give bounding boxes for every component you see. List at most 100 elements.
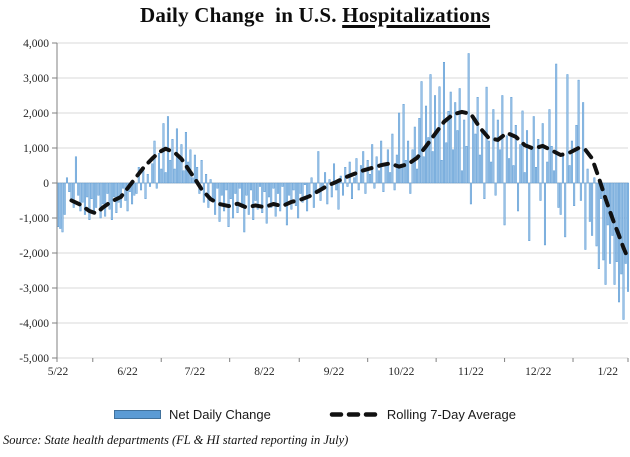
net-daily-change-bar bbox=[602, 182, 605, 261]
net-daily-change-bar bbox=[499, 149, 502, 184]
net-daily-change-bar bbox=[283, 182, 286, 205]
y-tick-label: -2,000 bbox=[19, 248, 49, 260]
net-daily-change-bar bbox=[449, 91, 452, 184]
net-daily-change-bar bbox=[265, 182, 268, 224]
net-daily-change-bar bbox=[398, 112, 401, 184]
net-daily-change-bar bbox=[122, 182, 125, 189]
net-daily-change-bar bbox=[456, 130, 459, 184]
net-daily-change-bar bbox=[402, 104, 405, 184]
net-daily-change-bar bbox=[126, 182, 129, 212]
net-daily-change-bar bbox=[164, 172, 167, 184]
net-daily-change-bar bbox=[373, 182, 376, 189]
net-daily-change-bar bbox=[561, 154, 564, 184]
net-daily-change-bar bbox=[534, 167, 537, 184]
net-daily-change-bar bbox=[469, 182, 472, 205]
y-tick-label: 1,000 bbox=[23, 143, 49, 155]
net-daily-change-bar bbox=[328, 179, 331, 184]
net-daily-change-bar bbox=[256, 182, 259, 210]
net-daily-change-bar bbox=[389, 172, 392, 184]
net-daily-change-bar bbox=[267, 182, 270, 198]
net-daily-change-bar bbox=[292, 182, 295, 191]
net-daily-change-bar bbox=[63, 182, 66, 215]
x-tick-label: 6/22 bbox=[117, 366, 138, 378]
net-daily-change-bar bbox=[88, 182, 91, 220]
net-daily-change-bar bbox=[514, 125, 517, 184]
net-daily-change-bar bbox=[368, 174, 371, 184]
net-daily-change-bar bbox=[362, 151, 365, 184]
net-daily-change-bar bbox=[474, 133, 477, 184]
net-daily-change-bar bbox=[281, 182, 284, 187]
net-daily-change-bar bbox=[169, 160, 172, 184]
net-daily-change-bar bbox=[409, 182, 412, 194]
net-daily-change-bar bbox=[458, 88, 461, 184]
net-daily-change-bar bbox=[184, 132, 187, 184]
chart-title: Daily Change in U.S. Hospitalizations bbox=[0, 3, 630, 28]
net-daily-change-bar bbox=[413, 126, 416, 184]
net-daily-change-bar bbox=[375, 156, 378, 184]
net-daily-change-bar bbox=[117, 182, 120, 203]
net-daily-change-bar bbox=[157, 153, 160, 184]
net-daily-change-bar bbox=[609, 182, 612, 264]
net-daily-change-bar bbox=[411, 149, 414, 184]
net-daily-change-bar bbox=[317, 151, 320, 184]
net-daily-change-bar bbox=[236, 182, 239, 213]
net-daily-change-bar bbox=[160, 168, 163, 184]
net-daily-change-bar bbox=[447, 111, 450, 184]
net-daily-change-bar bbox=[350, 182, 353, 199]
net-daily-change-bar bbox=[113, 182, 116, 198]
net-daily-change-bar bbox=[290, 182, 293, 210]
x-tick-label: 1/22 bbox=[598, 366, 619, 378]
chart-title-text: Daily Change in U.S. bbox=[139, 3, 343, 27]
net-daily-change-bar bbox=[438, 86, 441, 184]
net-daily-change-bar bbox=[79, 182, 82, 212]
net-daily-change-bar bbox=[92, 182, 95, 213]
net-daily-change-bar bbox=[570, 140, 573, 184]
net-daily-change-bar bbox=[451, 149, 454, 184]
net-daily-change-bar bbox=[620, 182, 623, 275]
net-daily-change-bar bbox=[348, 161, 351, 184]
net-daily-change-bar bbox=[270, 182, 273, 208]
net-daily-change-bar bbox=[72, 182, 75, 208]
legend-entry-net-daily-change: Net Daily Change bbox=[113, 407, 271, 422]
net-daily-change-bar bbox=[326, 182, 329, 205]
net-daily-change-bar bbox=[404, 160, 407, 184]
net-daily-change-bar bbox=[467, 53, 470, 184]
net-daily-change-bar bbox=[463, 119, 466, 184]
net-daily-change-bar bbox=[582, 102, 585, 184]
net-daily-change-bar bbox=[200, 160, 203, 184]
net-daily-change-bar bbox=[624, 182, 627, 264]
net-daily-change-bar bbox=[178, 158, 181, 184]
net-daily-change-bar bbox=[483, 182, 486, 199]
y-tick-label: -1,000 bbox=[19, 213, 49, 225]
net-daily-change-bar bbox=[182, 170, 185, 184]
net-daily-change-bar bbox=[526, 130, 529, 184]
net-daily-change-bar bbox=[216, 182, 219, 189]
net-daily-change-bar bbox=[588, 182, 591, 222]
y-tick-label: -3,000 bbox=[19, 283, 49, 295]
net-daily-change-bar bbox=[65, 177, 68, 184]
net-daily-change-bar bbox=[427, 137, 430, 184]
net-daily-change-bar bbox=[371, 144, 374, 184]
net-daily-change-bar bbox=[61, 182, 64, 233]
net-daily-change-bar bbox=[496, 119, 499, 184]
net-daily-change-bar bbox=[324, 172, 327, 184]
x-tick-label: 9/22 bbox=[324, 366, 345, 378]
y-tick-label: -4,000 bbox=[19, 318, 49, 330]
net-daily-change-bar bbox=[303, 182, 306, 185]
legend-line-label: Rolling 7-Day Average bbox=[386, 406, 516, 422]
net-daily-change-bar bbox=[494, 182, 497, 196]
net-daily-change-bar bbox=[232, 182, 235, 219]
net-daily-change-bar bbox=[521, 110, 524, 184]
net-daily-change-bar bbox=[591, 182, 594, 236]
net-daily-change-bar bbox=[297, 182, 300, 219]
net-daily-change-bar bbox=[124, 182, 127, 201]
chart-title-underlined-text: Hospitalizations bbox=[342, 3, 491, 27]
net-daily-change-bar bbox=[530, 149, 533, 184]
net-daily-change-bar bbox=[144, 182, 147, 199]
net-daily-change-bar bbox=[366, 160, 369, 184]
net-daily-change-bar bbox=[162, 123, 165, 184]
net-daily-change-bar bbox=[543, 182, 546, 246]
net-daily-change-bar bbox=[189, 149, 192, 184]
net-daily-change-bar bbox=[70, 182, 73, 201]
net-daily-change-bar bbox=[234, 182, 237, 194]
